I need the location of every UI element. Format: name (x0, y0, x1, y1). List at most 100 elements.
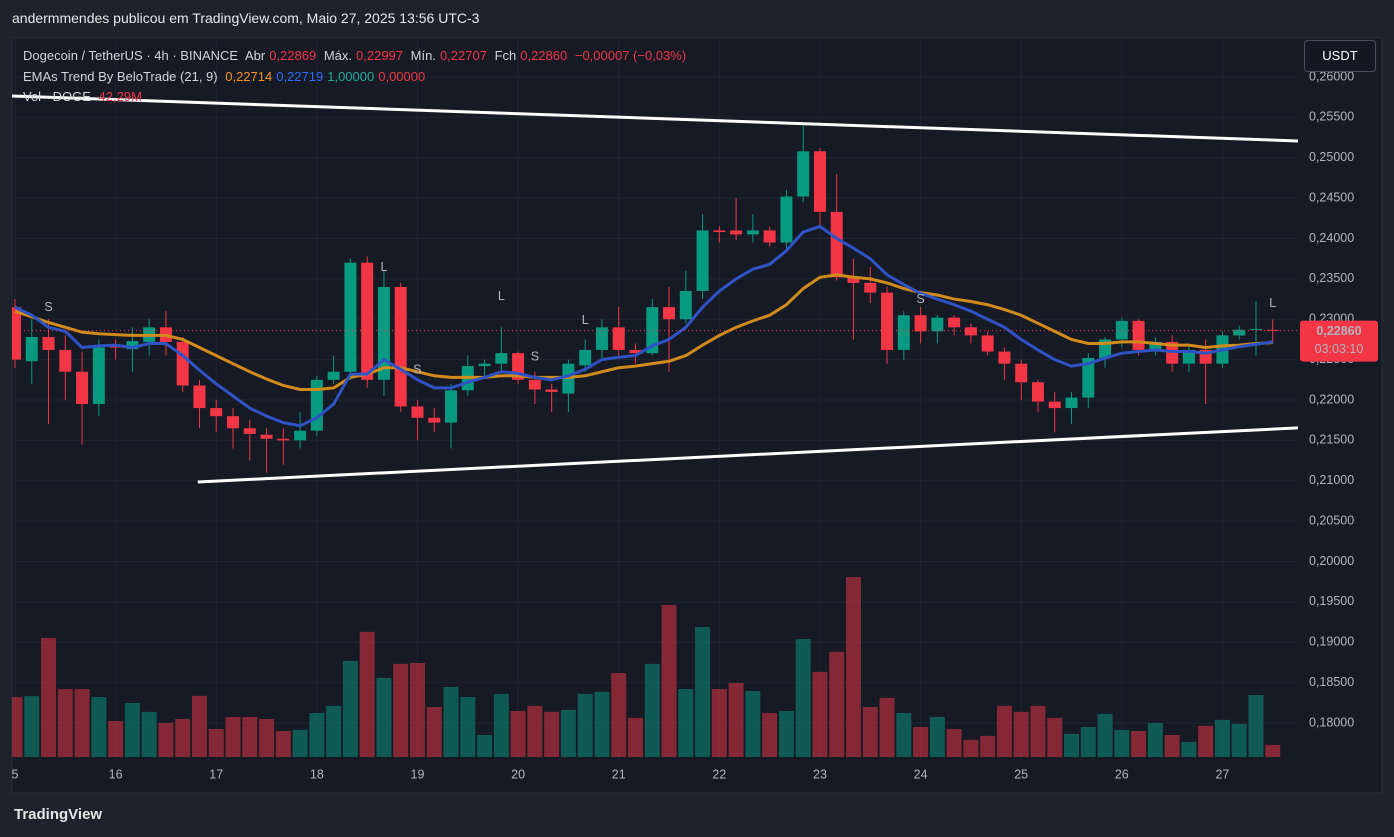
candle-body (25, 337, 38, 362)
indicator: Vol · DOGE (23, 89, 91, 104)
x-tick-label: 24 (914, 767, 928, 781)
candle-body (797, 151, 810, 197)
candle-body (260, 434, 273, 439)
candle-body (1115, 320, 1128, 340)
candle-body (545, 389, 558, 392)
indicator: EMAs Trend By BeloTrade (21, 9) (23, 68, 218, 84)
candle-body (243, 428, 256, 434)
volume-bar (242, 717, 258, 757)
volume-bar (728, 683, 744, 757)
volume-bar (359, 631, 375, 757)
volume-bar (292, 729, 308, 757)
y-tick-label: 0,18500 (1309, 675, 1354, 689)
footer-logo: TradingView (14, 806, 103, 823)
candle-body (1082, 358, 1095, 398)
last-price-label: 0,22860 (1316, 324, 1361, 338)
candle-body (76, 371, 89, 405)
candle-body (830, 211, 843, 278)
y-tick-label: 0,21000 (1309, 473, 1354, 487)
candle-body (981, 335, 994, 352)
currency-button[interactable]: USDT (1304, 40, 1376, 72)
candle-body (595, 327, 608, 350)
candle-body (327, 371, 340, 380)
plot-area: S S S S L L L L (12, 94, 1298, 757)
volume-bar (594, 691, 610, 757)
candle-body (1149, 341, 1162, 350)
value: 0,22714 (225, 68, 273, 84)
volume-bar (1131, 731, 1147, 757)
x-tick-label: 5 (12, 767, 19, 781)
candle-body (579, 349, 592, 366)
volume-bar (460, 697, 476, 757)
candle-body (344, 262, 357, 372)
volume-bar (124, 703, 140, 757)
ema-line (14, 273, 1273, 392)
candle-body (998, 351, 1011, 364)
volume-bar (1265, 744, 1281, 757)
y-tick-label: 0,26000 (1309, 69, 1354, 83)
volume-bar (1064, 733, 1080, 757)
volume-bar (342, 661, 358, 757)
signal-label: S (413, 362, 421, 376)
value: 0,00000 (378, 68, 426, 84)
candle-body (679, 290, 692, 320)
volume-bar (879, 697, 895, 757)
x-tick-label: 27 (1215, 767, 1229, 781)
y-tick-label: 0,19500 (1309, 594, 1354, 608)
candle-body (1249, 328, 1262, 330)
candle-body (59, 349, 72, 372)
volume-bar (24, 696, 40, 757)
trendline (12, 94, 1298, 143)
volume-bar (862, 707, 878, 757)
volume-bar (426, 707, 442, 757)
volume-bar (778, 711, 794, 757)
candle-body (193, 385, 206, 409)
header: andermmendes publicou em TradingView.com… (12, 10, 480, 26)
volume-bar (577, 693, 593, 757)
volume-bar (409, 663, 425, 757)
volume-bar (711, 689, 727, 757)
signal-label: L (582, 313, 589, 327)
volume-bar (57, 689, 73, 757)
candle-body (813, 151, 826, 212)
volume-bar (1080, 727, 1096, 757)
candle-body (746, 230, 759, 235)
volume-bar (1231, 723, 1247, 757)
candle-body (1132, 320, 1145, 350)
volume-bar (1147, 723, 1163, 757)
candle-body (394, 286, 407, 407)
candle-body (478, 363, 491, 367)
candle-body (1182, 349, 1195, 364)
candle-body (1233, 329, 1246, 336)
volume-bar (493, 693, 509, 757)
candle-body (1065, 397, 1078, 409)
volume-bar (376, 677, 392, 757)
volume-bar (795, 639, 811, 757)
volume-bar (41, 637, 57, 757)
ema-line (14, 224, 1273, 428)
candle-body (445, 390, 458, 423)
volume-bar (1248, 695, 1264, 757)
axes: 0,26000 0,25500 0,25000 0,24500 0,24000 0,235… (12, 69, 1378, 781)
volume-bar (208, 729, 224, 757)
candle-body (730, 230, 743, 235)
candle-body (629, 349, 642, 354)
volume-bar (644, 663, 660, 757)
signal-label: L (380, 260, 387, 274)
volume-bar (326, 705, 342, 757)
candle-body (12, 307, 21, 360)
volume-bar (678, 689, 694, 757)
x-tick-label: 22 (712, 767, 726, 781)
x-tick-label: 26 (1115, 767, 1129, 781)
value: 0,22860 (520, 48, 568, 63)
y-tick-label: 0,24000 (1309, 231, 1354, 245)
candle-body (897, 315, 910, 350)
x-tick-label: 18 (310, 767, 324, 781)
volume-bar (175, 719, 191, 757)
volume-bar (477, 735, 493, 757)
y-tick-label: 0,25000 (1309, 150, 1354, 164)
y-tick-label: 0,21500 (1309, 433, 1354, 447)
candle-body (663, 307, 676, 320)
